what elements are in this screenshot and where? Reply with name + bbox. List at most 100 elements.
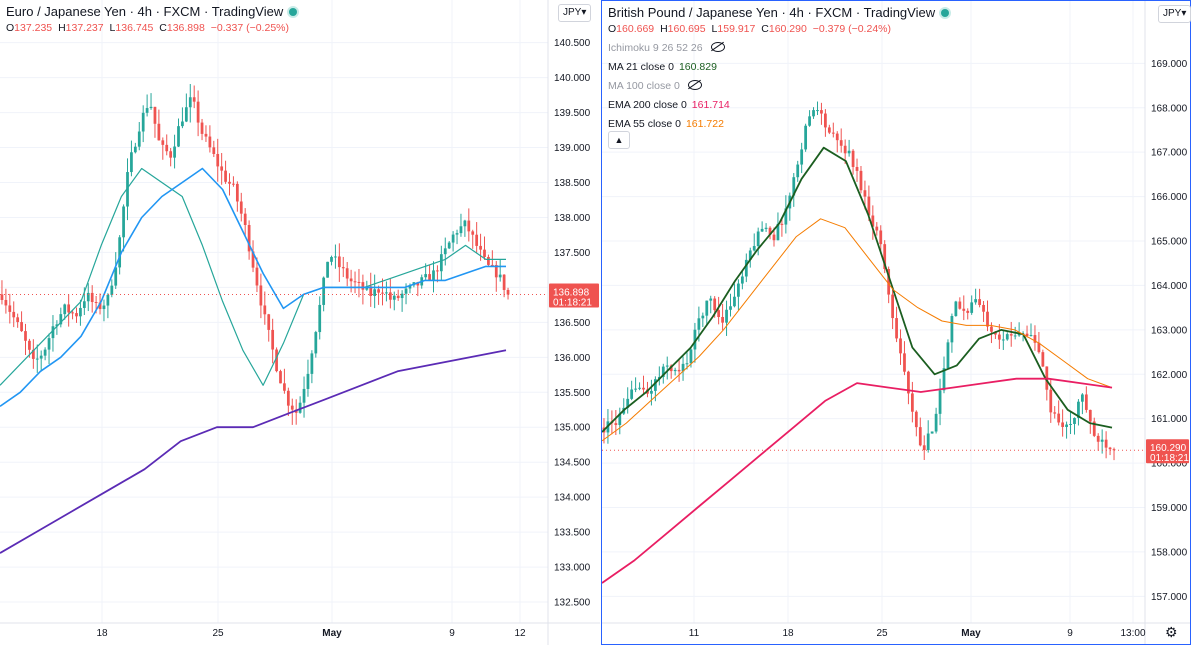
hidden-eye-icon[interactable] [687,80,702,90]
candle-body [322,277,326,305]
candle-body [181,121,184,127]
candle-body [974,299,978,303]
candle-body [1037,342,1041,353]
y-tick-label: 135.000 [554,423,591,434]
symbol-title: British Pound / Japanese Yen · 4h · FXCM… [608,5,936,20]
candle-body [177,126,180,147]
candle-body [756,231,760,247]
open-value: 160.669 [616,23,655,35]
gear-icon[interactable]: ⚙ [1165,624,1178,640]
candle-body [43,349,47,356]
y-tick-label: 161.000 [1151,414,1188,425]
candle-body [79,307,82,317]
currency-button[interactable]: JPY▾ [558,4,592,22]
candle-body [997,334,1001,340]
candle-body [740,276,744,284]
candle-body [1100,439,1104,442]
candle-body [1033,335,1037,343]
candle-body [1096,435,1100,442]
indicator-ma21[interactable]: MA 21 close 0 160.829 [608,61,717,73]
gbpjpy-chart[interactable]: 157.000 158.000 159.000 160.000 161.000 162.0… [602,1,1190,644]
candle-body [267,314,271,330]
candle-body [796,164,800,178]
candle-body [744,259,748,277]
x-tick-label: 13:00 [1120,628,1145,639]
candle-body [839,140,843,146]
chart-title: British Pound / Japanese Yen · 4h · FXCM… [608,5,950,20]
candle-body [760,228,764,232]
candle-body [665,365,669,367]
candle-body [459,226,463,234]
candle-body [1104,439,1108,448]
candle-body [926,433,930,451]
indicator-label: MA 21 close 0 [608,61,674,73]
candle-body [962,308,966,311]
candle-body [827,127,831,133]
candle-body [717,310,721,317]
candle-body [471,231,475,235]
high-label: H [58,22,66,34]
ma-line [0,349,507,554]
candle-body [396,295,400,299]
y-tick-label: 158.000 [1151,547,1188,558]
candle-body [494,264,498,278]
candle-body [614,423,618,425]
indicator-ma100[interactable]: MA 100 close 0 [608,80,702,92]
candle-body [938,390,942,414]
candle-body [349,278,353,282]
candle-body [165,144,169,152]
candle-body [693,329,697,350]
gbpjpy-chart-pane[interactable]: 157.000 158.000 159.000 160.000 161.000 162.0… [601,0,1191,645]
candle-body [302,388,306,403]
candle-body [1025,333,1029,337]
indicator-ichimoku[interactable]: Ichimoku 9 26 52 26 [608,42,725,54]
candle-body [385,292,388,294]
indicator-ema200[interactable]: EMA 200 close 0 161.714 [608,99,730,111]
candle-body [978,299,981,305]
candle-body [879,230,883,245]
indicator-ema55[interactable]: EMA 55 close 0 161.722 [608,118,724,130]
market-open-dot-icon [289,8,298,16]
candle-body [51,326,55,339]
candle-body [90,292,94,303]
candle-body [776,223,780,241]
candle-body [4,299,8,306]
candle-body [184,107,188,122]
candle-body [353,281,357,283]
y-tick-label: 168.000 [1151,103,1188,114]
candle-body [1081,394,1084,402]
candle-body [239,201,243,214]
candle-body [443,248,447,255]
candle-body [235,183,239,202]
y-tick-label: 157.000 [1151,592,1188,603]
candle-body [169,151,173,158]
candle-body [247,225,251,252]
indicator-value: 161.722 [685,118,724,130]
eurjpy-chart-pane[interactable]: 132.500 133.000 133.500 134.000 134.500 135.0… [0,0,600,645]
y-tick-label: 133.500 [554,528,591,539]
candle-body [812,110,815,117]
hidden-eye-icon[interactable] [710,42,725,52]
candle-body [200,122,204,134]
candle-body [110,285,114,295]
candle-body [337,256,341,268]
candle-body [251,251,255,268]
ohlc-readout: O160.669 H160.695 L159.917 C160.290 −0.3… [608,23,894,35]
candle-body [990,326,993,332]
candle-body [650,390,653,394]
chevron-up-icon[interactable]: ▲ [608,131,630,149]
candle-body [661,366,665,377]
candle-body [455,233,459,235]
candle-body [290,405,294,410]
candle-body [220,166,224,171]
candle-body [843,145,847,154]
candle-body [677,369,681,372]
candle-body [31,349,35,359]
candle-body [228,181,231,184]
last-price-label: 160.290 [1150,443,1187,454]
candle-body [271,329,275,350]
eurjpy-chart[interactable]: 132.500 133.000 133.500 134.000 134.500 135.0… [0,0,600,645]
close-label: C [761,23,769,35]
currency-button[interactable]: JPY▾ [1158,5,1191,23]
candle-body [137,131,141,147]
